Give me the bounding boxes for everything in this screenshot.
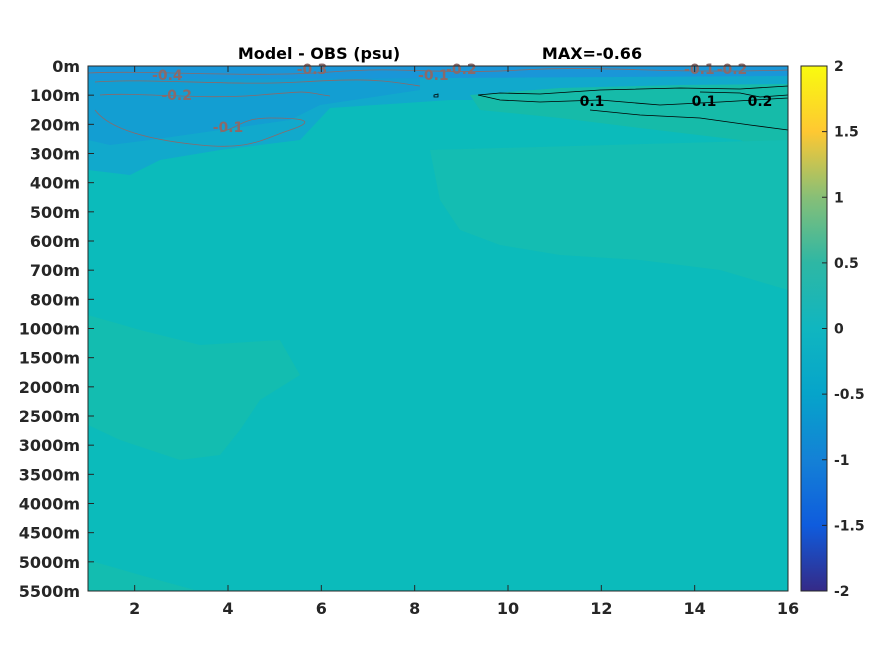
contour-label: 0.1 [580,94,605,110]
y-tick-label: 2000m [19,378,80,397]
x-tick-label: 6 [316,599,327,618]
contour-label: -0.2 [161,88,192,104]
contour-label: 0.1 [692,94,717,110]
surface-edge-region [88,66,788,80]
contour-label: -0.3 [297,62,328,78]
contour-pos-02 [699,91,788,98]
salty-upper-right-region [470,84,788,160]
y-tick-label: 800m [30,290,80,309]
colorbar-tick-label: -2 [834,584,850,600]
contour-neg-03 [94,79,421,87]
x-tick-label: 16 [777,599,799,618]
salty-subsurface-region [430,140,788,290]
y-tick-label: 3000m [19,436,80,455]
chart-title: Model - OBS (psu) [238,44,400,63]
colorbar-tick-label: -0.5 [834,387,865,403]
y-tick-label: 700m [30,261,80,280]
colorbar-tick-label: -1.5 [834,518,865,534]
y-tick-label: 5000m [19,553,80,572]
y-axis-ticks: 0m 100m 200m 300m 400m 500m 600m 700m 800m 1000m 1… [19,57,94,601]
colorbar-tick-label: 0.5 [834,256,859,272]
colorbar-tick-label: 2 [834,59,844,75]
contour-pos-01-b [589,109,788,131]
contour-label: -0.1 [418,68,449,84]
contour-pos-01-a [477,85,788,106]
contour-lines [88,68,788,147]
y-tick-label: 100m [30,86,80,105]
contour-small-loop [433,93,439,98]
max-label: MAX=-0.66 [542,44,642,63]
x-tick-label: 8 [409,599,420,618]
colorbar-tick-label: -1 [834,453,850,469]
contour-label: -0.2 [717,62,748,78]
y-tick-label: 0m [52,57,80,76]
y-tick-label: 3500m [19,465,80,484]
y-tick-label: 400m [30,174,80,193]
y-tick-label: 5500m [19,582,80,601]
contour-neg-04 [88,68,788,75]
contour-label: -0.1 [684,62,715,78]
y-tick-label: 600m [30,232,80,251]
bottom-left-region [88,560,195,591]
heatmap-field [88,66,788,591]
contour-neg-02 [99,91,331,98]
contour-label: -0.2 [446,62,477,78]
fresher-core-region [88,66,420,145]
x-tick-label: 2 [129,599,140,618]
y-tick-label: 1000m [19,320,80,339]
x-axis-ticks: 2 4 6 8 10 12 14 16 [129,66,799,618]
contour-label: -0.4 [152,68,183,84]
y-tick-label: 4000m [19,495,80,514]
x-tick-label: 14 [684,599,706,618]
y-tick-label: 200m [30,115,80,134]
y-tick-label: 1500m [19,349,80,368]
contour-label: 0.2 [748,94,773,110]
y-tick-label: 4500m [19,524,80,543]
x-tick-label: 10 [497,599,519,618]
y-tick-label: 2500m [19,407,80,426]
colorbar-tick-label: 1 [834,190,844,206]
colorbar-ticks: 2 1.5 1 0.5 0 -0.5 -1 -1.5 -2 [822,59,865,600]
x-tick-label: 4 [222,599,233,618]
contour-neg-01 [94,109,305,147]
colorbar-tick-label: 1.5 [834,125,859,141]
colorbar-tick-label: 0 [834,322,844,338]
contour-label: -0.1 [213,120,244,136]
y-tick-label: 300m [30,145,80,164]
deep-left-region [88,315,300,460]
y-tick-label: 500m [30,203,80,222]
x-tick-label: 12 [590,599,612,618]
